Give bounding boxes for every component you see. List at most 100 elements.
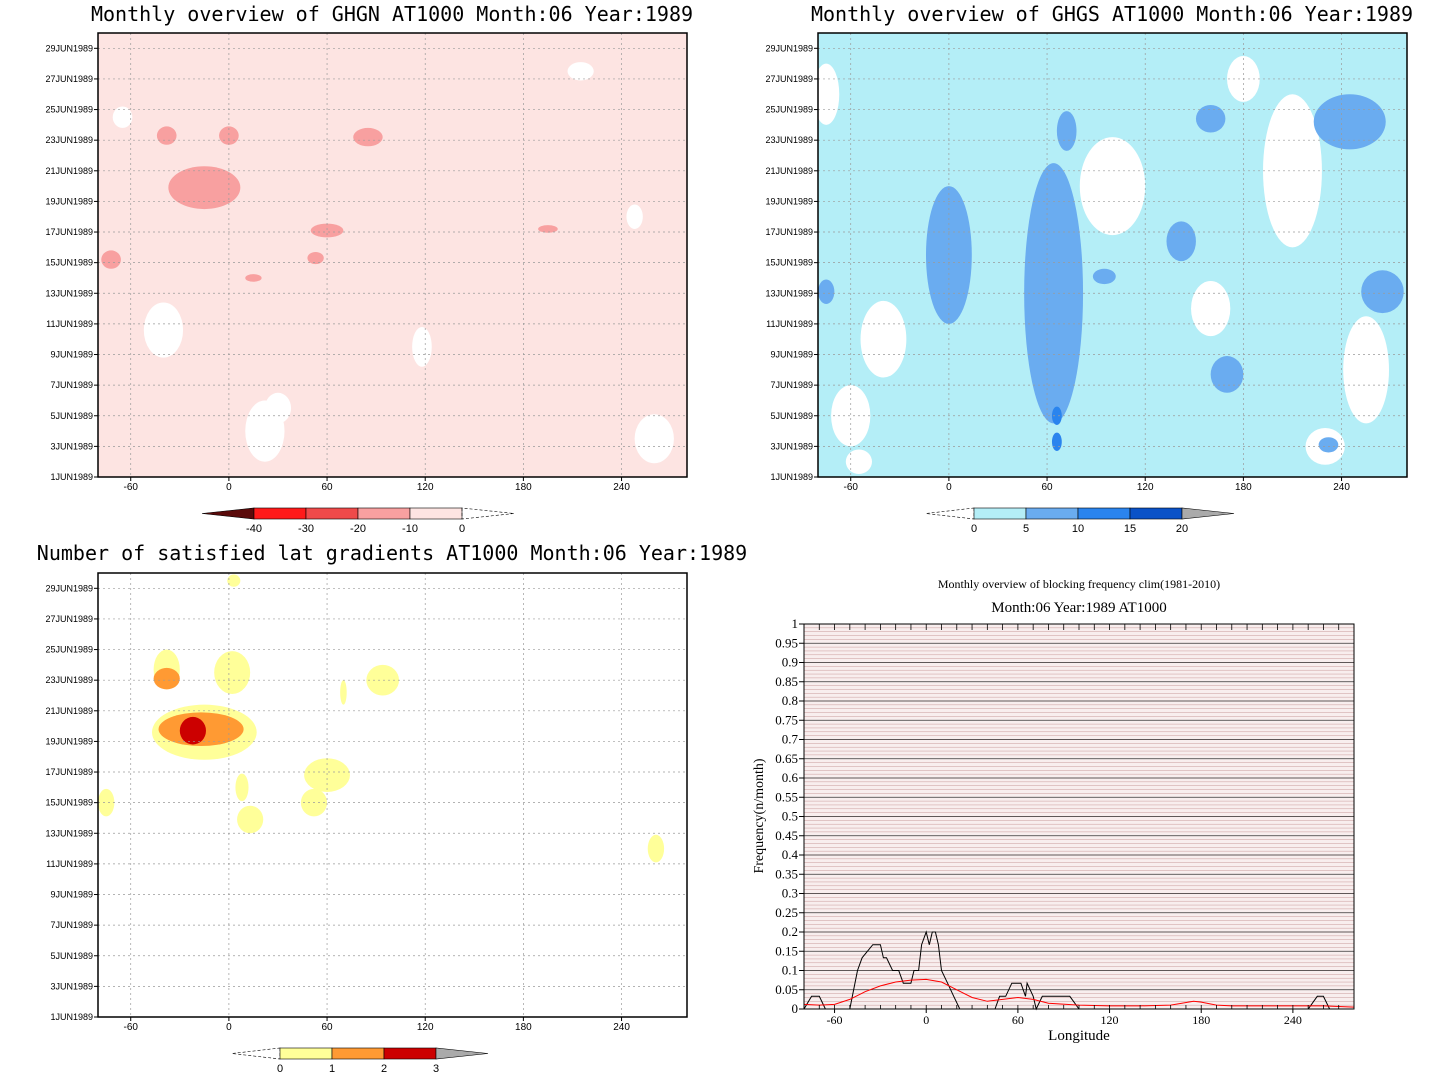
ghgs-clear-region — [860, 300, 907, 378]
colorbar-label: 15 — [1124, 523, 1136, 535]
y-tick-label: 0.5 — [782, 809, 798, 824]
y-tick-label: 0.9 — [782, 655, 798, 670]
contour-region — [214, 651, 251, 694]
colorbar-swatch — [357, 507, 411, 520]
frequency-panel: Monthly overview of blocking frequency c… — [752, 577, 1355, 1044]
colorbar-label: 0 — [459, 523, 465, 535]
y-tick-label: 23JUN1989 — [45, 135, 93, 145]
y-tick-label: 21JUN1989 — [45, 706, 93, 716]
contour-region — [156, 126, 177, 145]
contour-region — [227, 574, 241, 587]
y-tick-label: 13JUN1989 — [45, 828, 93, 838]
colorbar-label: -20 — [350, 523, 366, 535]
y-tick-label: 0.05 — [775, 982, 798, 997]
y-tick-label: 21JUN1989 — [765, 166, 813, 176]
ghgn-clear-region — [412, 326, 432, 367]
colorbar-min-triangle — [231, 1047, 281, 1060]
ghgn-plot-area — [98, 33, 687, 477]
y-tick-label: 0.85 — [775, 674, 798, 689]
y-tick-label: 23JUN1989 — [765, 135, 813, 145]
gradients-colorbar: 0 1 2 3 — [231, 1047, 489, 1075]
contour-region — [1318, 437, 1339, 453]
x-tick-label: 0 — [226, 1022, 232, 1033]
ghgs-clear-region — [1343, 316, 1390, 424]
ghgn-clear-region — [567, 62, 594, 81]
ghgs-panel: Monthly overview of GHGS AT1000 Month:06… — [765, 2, 1413, 535]
colorbar-label: 2 — [381, 1063, 387, 1075]
contour-region — [245, 274, 262, 282]
y-tick-label: 0.15 — [775, 943, 798, 958]
y-tick-label: 0.65 — [775, 751, 798, 766]
y-tick-label: 15JUN1989 — [45, 798, 93, 808]
ghgs-clear-region — [1079, 137, 1146, 236]
gradients-plot-frame — [97, 572, 688, 1018]
contour-region — [647, 834, 665, 863]
contour-region — [235, 773, 249, 802]
y-tick-label: 7JUN1989 — [50, 920, 93, 930]
y-tick-label: 0.95 — [775, 635, 798, 650]
x-tick-label: 240 — [613, 1022, 630, 1033]
ghgn-title: Monthly overview of GHGN AT1000 Month:06… — [91, 2, 693, 26]
y-tick-label: 27JUN1989 — [45, 74, 93, 84]
x-tick-label: 120 — [417, 482, 434, 493]
y-tick-label: 25JUN1989 — [765, 105, 813, 115]
colorbar-label: 5 — [1023, 523, 1029, 535]
y-tick-label: 11JUN1989 — [46, 319, 93, 329]
ghgn-clear-region — [112, 106, 133, 128]
y-tick-label: 9JUN1989 — [50, 350, 93, 360]
y-tick-label: 0.8 — [782, 693, 798, 708]
y-tick-label: 19JUN1989 — [45, 196, 93, 206]
x-tick-label: 0 — [226, 482, 232, 493]
colorbar-swatch — [409, 507, 463, 520]
y-tick-label: 0.4 — [782, 847, 799, 862]
frequency-ticks: 0 0.05 0.1 0.15 0.2 0.25 0.3 0.35 0.4 0.45 0.5 0.55… — [775, 616, 1355, 1027]
contour-region — [307, 251, 324, 265]
colorbar-swatch — [973, 507, 1027, 520]
ghgs-clear-region — [1191, 281, 1231, 337]
ghgs-contours — [813, 33, 1407, 477]
ghgn-plot-frame — [97, 32, 688, 478]
y-tick-label: 29JUN1989 — [765, 43, 813, 53]
colorbar-label: 3 — [433, 1063, 439, 1075]
ghgs-ticks: -60 0 60 120 180 240 1JUN1989 3JUN1989 5JUN1989 7… — [765, 43, 1350, 493]
y-tick-label: 5JUN1989 — [770, 411, 813, 421]
contour-region — [168, 166, 241, 210]
x-tick-label: 120 — [1137, 482, 1154, 493]
x-tick-label: -60 — [843, 482, 858, 493]
x-tick-label: 240 — [613, 482, 630, 493]
ghgs-clear-region — [845, 449, 872, 474]
colorbar-swatch — [331, 1047, 385, 1060]
x-tick-label: 120 — [417, 1022, 434, 1033]
x-tick-label: -60 — [123, 482, 138, 493]
contour-region — [1195, 104, 1226, 133]
y-tick-label: 0.55 — [775, 789, 798, 804]
colorbar-label: 10 — [1072, 523, 1084, 535]
y-tick-label: 0.75 — [775, 712, 798, 727]
ghgs-clear-region — [831, 385, 871, 447]
y-tick-label: 13JUN1989 — [45, 288, 93, 298]
ghgs-plot-frame — [817, 32, 1408, 478]
colorbar-label: 0 — [971, 523, 977, 535]
colorbar-label: -40 — [246, 523, 262, 535]
y-tick-label: 0.6 — [782, 770, 799, 785]
gradients-panel: Number of satisfied lat gradients AT1000… — [37, 541, 747, 1075]
y-tick-label: 19JUN1989 — [45, 736, 93, 746]
gradients-contours — [98, 574, 665, 863]
y-tick-label: 0.25 — [775, 905, 798, 920]
y-tick-label: 0 — [792, 1001, 799, 1016]
y-tick-label: 5JUN1989 — [50, 411, 93, 421]
contour-region — [366, 664, 400, 696]
contour-region — [179, 716, 206, 745]
y-tick-label: 0.35 — [775, 866, 798, 881]
contour-region — [1210, 356, 1244, 393]
contour-region — [1313, 94, 1386, 150]
contour-region — [153, 667, 180, 690]
y-tick-label: 1JUN1989 — [50, 472, 93, 482]
ghgn-contours — [101, 62, 674, 464]
ghgn-colorbar: -40 -30 -20 -10 0 — [201, 507, 515, 535]
y-tick-label: 21JUN1989 — [45, 166, 93, 176]
y-tick-label: 5JUN1989 — [50, 951, 93, 961]
contour-region — [1361, 270, 1404, 314]
x-tick-label: 60 — [1012, 1013, 1024, 1027]
y-tick-label: 27JUN1989 — [765, 74, 813, 84]
